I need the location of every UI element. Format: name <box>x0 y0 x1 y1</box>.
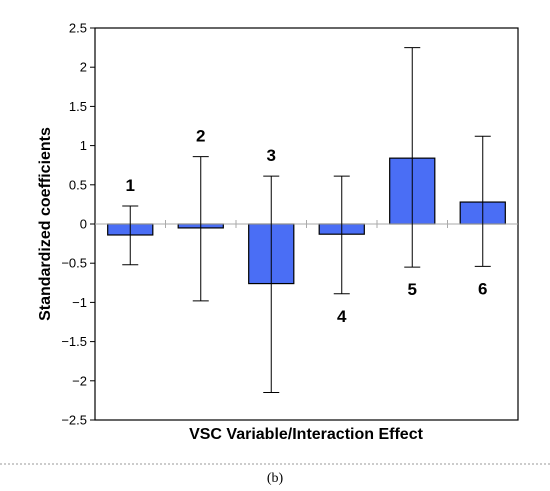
y-tick-label: −0.5 <box>61 256 87 271</box>
category-label: 3 <box>267 146 276 165</box>
category-label: 4 <box>337 307 347 326</box>
y-tick-label: −1.5 <box>61 334 87 349</box>
y-tick-label: 2 <box>80 60 87 75</box>
y-tick-label: 0 <box>80 217 87 232</box>
data-labels: 1 2 3 4 5 6 <box>126 127 488 326</box>
y-tick-label: 2.5 <box>69 21 87 36</box>
y-tick-label: −1 <box>72 295 87 310</box>
x-axis-title: VSC Variable/Interaction Effect <box>189 426 424 443</box>
figure-caption: (b) <box>267 471 284 486</box>
category-label: 2 <box>196 127 205 146</box>
y-tick-label: −2 <box>72 373 87 388</box>
category-label: 1 <box>126 176 135 195</box>
y-axis-title: Standardized coefficients <box>37 127 54 321</box>
y-tick-label: 1 <box>80 138 87 153</box>
error-bars <box>122 47 491 394</box>
y-tick-label: 0.5 <box>69 177 87 192</box>
y-tick-label: 1.5 <box>69 99 87 114</box>
category-label: 5 <box>408 280 417 299</box>
y-axis: −2.5 −2 −1.5 −1 −0.5 0 0.5 1 1.5 2 2.5 <box>61 21 95 428</box>
x-axis-ticks <box>165 220 448 228</box>
category-label: 6 <box>478 279 487 298</box>
y-tick-label: −2.5 <box>61 413 87 428</box>
